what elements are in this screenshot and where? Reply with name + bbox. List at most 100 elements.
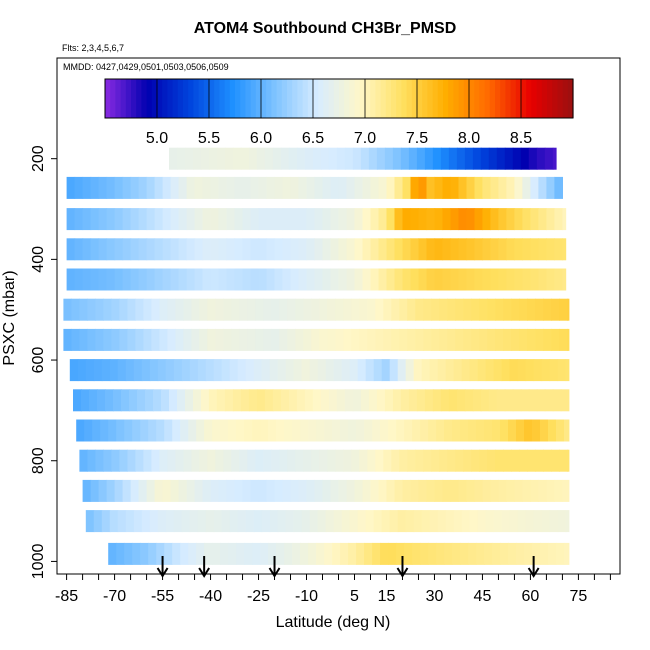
- colorbar-swatch: [541, 79, 548, 118]
- heatmap-cell: [530, 479, 539, 502]
- heatmap-cell: [352, 147, 362, 170]
- heatmap-cell: [484, 419, 493, 442]
- heatmap-cell: [522, 479, 531, 502]
- heatmap-cell: [485, 359, 495, 382]
- heatmap-cell: [346, 238, 356, 261]
- heatmap-cell: [210, 268, 220, 291]
- heatmap-cell: [114, 268, 124, 291]
- heatmap-cell: [224, 147, 234, 170]
- heatmap-cell: [538, 268, 547, 291]
- heatmap-cell: [354, 479, 364, 502]
- heatmap-cell: [268, 542, 277, 565]
- colorbar-swatch: [463, 79, 470, 118]
- colorbar-swatch: [105, 79, 111, 118]
- heatmap-cell: [288, 147, 298, 170]
- heatmap-cell: [277, 359, 287, 382]
- heatmap-cell: [498, 208, 507, 231]
- heatmap-cell: [407, 449, 416, 472]
- heatmap-cell: [226, 176, 236, 199]
- heatmap-cell: [559, 298, 568, 321]
- heatmap-cell: [378, 176, 388, 199]
- heatmap-cell: [98, 268, 108, 291]
- heatmap-cell: [426, 479, 436, 502]
- heatmap-cell: [450, 176, 460, 199]
- heatmap-cell: [287, 449, 296, 472]
- colorbar-swatch: [489, 79, 496, 118]
- heatmap-cell: [474, 479, 484, 502]
- colorbar-swatch: [255, 79, 262, 118]
- colorbar-swatch: [307, 79, 314, 118]
- heatmap-cell: [103, 328, 112, 351]
- heatmap-cell: [137, 389, 146, 412]
- heatmap-cell: [482, 268, 491, 291]
- heatmap-cell: [525, 510, 535, 533]
- heatmap-cell: [557, 359, 567, 382]
- heatmap-cell: [442, 208, 452, 231]
- colorbar-swatch: [411, 79, 418, 118]
- heatmap-cell: [109, 510, 119, 533]
- heatmap-cell: [394, 176, 404, 199]
- heatmap-cell: [476, 542, 485, 565]
- heatmap-cell: [445, 359, 455, 382]
- heatmap-cell: [333, 359, 343, 382]
- heatmap-cell: [149, 359, 159, 382]
- colorbar-swatch: [167, 79, 174, 118]
- heatmap-cell: [380, 542, 389, 565]
- heatmap-cell: [290, 176, 300, 199]
- heatmap-cell: [556, 419, 565, 442]
- heatmap-cell: [250, 176, 260, 199]
- heatmap-cell: [105, 389, 114, 412]
- heatmap-cell: [264, 147, 274, 170]
- heatmap-cell: [444, 542, 453, 565]
- heatmap-cell: [520, 147, 530, 170]
- heatmap-cell: [175, 298, 184, 321]
- heatmap-cell: [319, 449, 328, 472]
- heatmap-cell: [517, 510, 527, 533]
- heatmap-cell: [362, 176, 372, 199]
- colorbar-swatch: [162, 79, 168, 118]
- heatmap-cell: [506, 238, 515, 261]
- heatmap-cell: [141, 510, 151, 533]
- heatmap-cell: [146, 176, 156, 199]
- colorbar-swatch: [437, 79, 444, 118]
- heatmap-cell: [549, 359, 559, 382]
- heatmap-cell: [308, 542, 317, 565]
- heatmap-cell: [391, 328, 400, 351]
- colorbar-swatch: [302, 79, 309, 118]
- colorbar-swatch: [245, 79, 252, 118]
- heatmap-cell: [162, 176, 172, 199]
- heatmap-cell: [169, 389, 178, 412]
- heatmap-cell: [389, 359, 399, 382]
- heatmap-cell: [399, 328, 408, 351]
- heatmap-cell: [404, 542, 413, 565]
- heatmap-cell: [194, 176, 204, 199]
- heatmap-cell: [514, 268, 523, 291]
- heatmap-cell: [161, 389, 170, 412]
- heatmap-cell: [343, 328, 352, 351]
- heatmap-cell: [212, 419, 221, 442]
- heatmap-cell: [180, 542, 189, 565]
- heatmap-cell: [113, 389, 122, 412]
- heatmap-cell: [263, 328, 272, 351]
- heatmap-cell: [141, 359, 151, 382]
- heatmap-cell: [381, 510, 391, 533]
- colorbar-frame: [104, 78, 574, 119]
- heatmap-cell: [495, 298, 504, 321]
- heatmap-cell: [237, 510, 247, 533]
- heatmap-cell: [320, 147, 330, 170]
- heatmap-cell: [82, 176, 92, 199]
- heatmap-cell: [133, 510, 143, 533]
- heatmap-cell: [501, 510, 511, 533]
- heatmap-cell: [296, 389, 306, 412]
- heatmap-cell: [204, 419, 213, 442]
- heatmap-cell: [538, 208, 547, 231]
- heatmap-cell: [250, 479, 260, 502]
- heatmap-cell: [360, 147, 370, 170]
- heatmap-cell: [208, 147, 218, 170]
- heatmap-cell: [223, 328, 232, 351]
- heatmap-cell: [274, 208, 284, 231]
- heatmap-cell: [258, 176, 268, 199]
- heatmap-cell: [261, 510, 271, 533]
- heatmap-cell: [474, 268, 484, 291]
- heatmap-cell: [562, 208, 567, 231]
